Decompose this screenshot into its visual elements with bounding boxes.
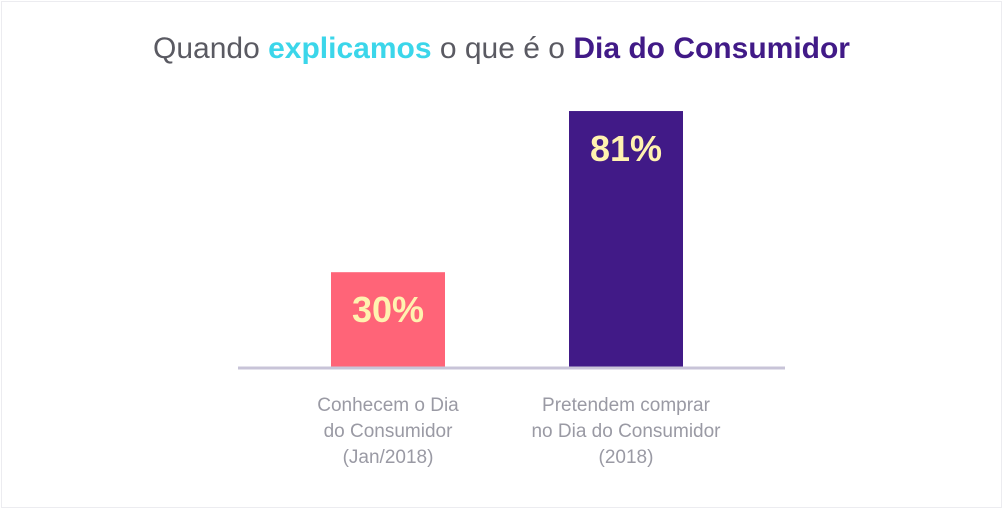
bar-1-value-label: 30% <box>352 289 424 330</box>
category-label-2-line-2: no Dia do Consumidor <box>531 421 721 442</box>
title-part-3: o que é o <box>431 32 574 65</box>
category-label-1: Conhecem o Dia do Consumidor (Jan/2018) <box>278 393 498 471</box>
bar-2-value-label: 81% <box>590 128 662 169</box>
title-part-4: Dia do Consumidor <box>573 32 850 65</box>
category-label-2: Pretendem comprar no Dia do Consumidor (… <box>506 393 746 471</box>
category-label-2-line-3: (2018) <box>598 447 654 468</box>
bar-2 <box>569 111 683 367</box>
category-label-2-line-1: Pretendem comprar <box>542 395 710 416</box>
category-label-1-line-1: Conhecem o Dia <box>317 395 459 416</box>
category-label-1-line-2: do Consumidor <box>323 421 453 442</box>
title-part-2: explicamos <box>268 32 432 65</box>
category-label-1-line-3: (Jan/2018) <box>342 447 434 468</box>
title-part-1: Quando <box>153 32 269 65</box>
chart-title: Quando explicamos o que é o Dia do Consu… <box>0 32 1003 66</box>
bar-1 <box>331 272 445 367</box>
